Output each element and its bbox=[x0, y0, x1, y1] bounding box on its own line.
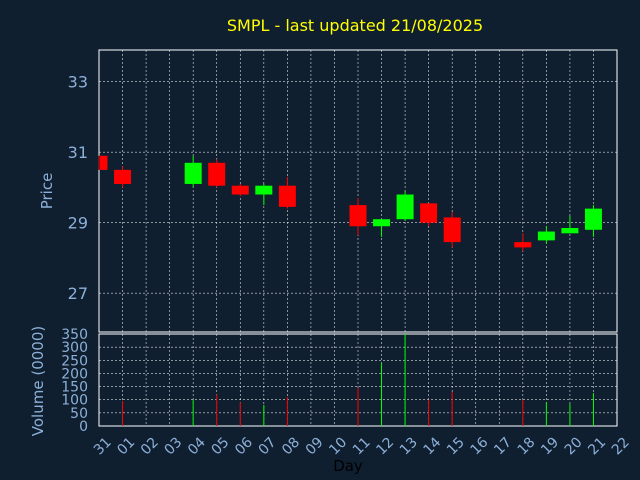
day-tick-label: 07 bbox=[256, 434, 280, 458]
candle-body-19 bbox=[537, 231, 555, 241]
day-tick-label: 15 bbox=[444, 434, 468, 458]
volume-tick-label: 350 bbox=[61, 327, 88, 343]
candle-body-15 bbox=[443, 217, 461, 243]
volume-axis-label: Volume (0000) bbox=[29, 326, 47, 436]
day-tick-labels: 31 01 02 03 04 05 06 07 08 09 10 11 12 13 14 15 16 17 18 19… bbox=[91, 434, 633, 458]
volume-tick-label: 50 bbox=[70, 406, 88, 422]
day-tick-label: 18 bbox=[515, 434, 539, 458]
day-tick-label: 16 bbox=[468, 434, 492, 458]
candle-body-12 bbox=[373, 219, 391, 227]
candle-body-11 bbox=[349, 205, 367, 227]
day-tick-label: 13 bbox=[397, 434, 421, 458]
candle-body-31 bbox=[100, 155, 108, 170]
day-tick-label: 05 bbox=[209, 434, 233, 458]
volume-tick-label: 200 bbox=[61, 366, 88, 382]
candle-body-20 bbox=[561, 228, 579, 234]
price-tick-label: 33 bbox=[68, 73, 88, 92]
volume-tick-label: 150 bbox=[61, 380, 88, 396]
day-tick-label: 02 bbox=[138, 434, 162, 458]
candle-body-04 bbox=[184, 162, 202, 184]
day-tick-label: 04 bbox=[185, 434, 209, 458]
day-tick-label: 11 bbox=[350, 434, 374, 458]
day-tick-label: 10 bbox=[326, 434, 350, 458]
volume-tick-label: 300 bbox=[61, 340, 88, 356]
price-tick-label: 27 bbox=[68, 284, 88, 303]
price-tick-label: 29 bbox=[68, 214, 88, 233]
candles bbox=[98, 155, 602, 251]
volume-tick-label: 100 bbox=[61, 393, 88, 409]
candle-body-01 bbox=[114, 169, 132, 184]
day-tick-label: 01 bbox=[114, 434, 138, 458]
volume-bars bbox=[122, 334, 594, 426]
chart-title: SMPL - last updated 21/08/2025 bbox=[227, 16, 483, 35]
day-tick-label: 14 bbox=[420, 434, 444, 458]
day-tick-label: 17 bbox=[491, 434, 515, 458]
candle-body-18 bbox=[514, 242, 532, 248]
day-tick-label: 31 bbox=[91, 434, 115, 458]
candle-body-05 bbox=[208, 162, 226, 186]
day-tick-label: 09 bbox=[303, 434, 327, 458]
price-tick-label: 31 bbox=[68, 143, 88, 162]
candle-body-06 bbox=[231, 185, 249, 195]
day-tick-label: 03 bbox=[161, 434, 185, 458]
candle-body-07 bbox=[255, 185, 273, 195]
volume-tick-label: 250 bbox=[61, 353, 88, 369]
day-tick-label: 22 bbox=[609, 434, 633, 458]
day-tick-label: 08 bbox=[279, 434, 303, 458]
candle-body-08 bbox=[278, 185, 296, 207]
price-tick-labels: 27 29 31 33 bbox=[68, 73, 88, 304]
candle-body-14 bbox=[420, 203, 438, 223]
price-axis-label: Price bbox=[38, 173, 56, 210]
day-tick-label: 19 bbox=[538, 434, 562, 458]
day-tick-label: 20 bbox=[562, 434, 586, 458]
day-tick-label: 12 bbox=[373, 434, 397, 458]
candle-body-21 bbox=[584, 208, 602, 230]
x-axis-label: Day bbox=[333, 457, 363, 475]
day-tick-label: 06 bbox=[232, 434, 256, 458]
day-tick-label: 21 bbox=[585, 434, 609, 458]
candle-body-13 bbox=[396, 194, 414, 220]
volume-tick-label: 0 bbox=[79, 419, 88, 435]
